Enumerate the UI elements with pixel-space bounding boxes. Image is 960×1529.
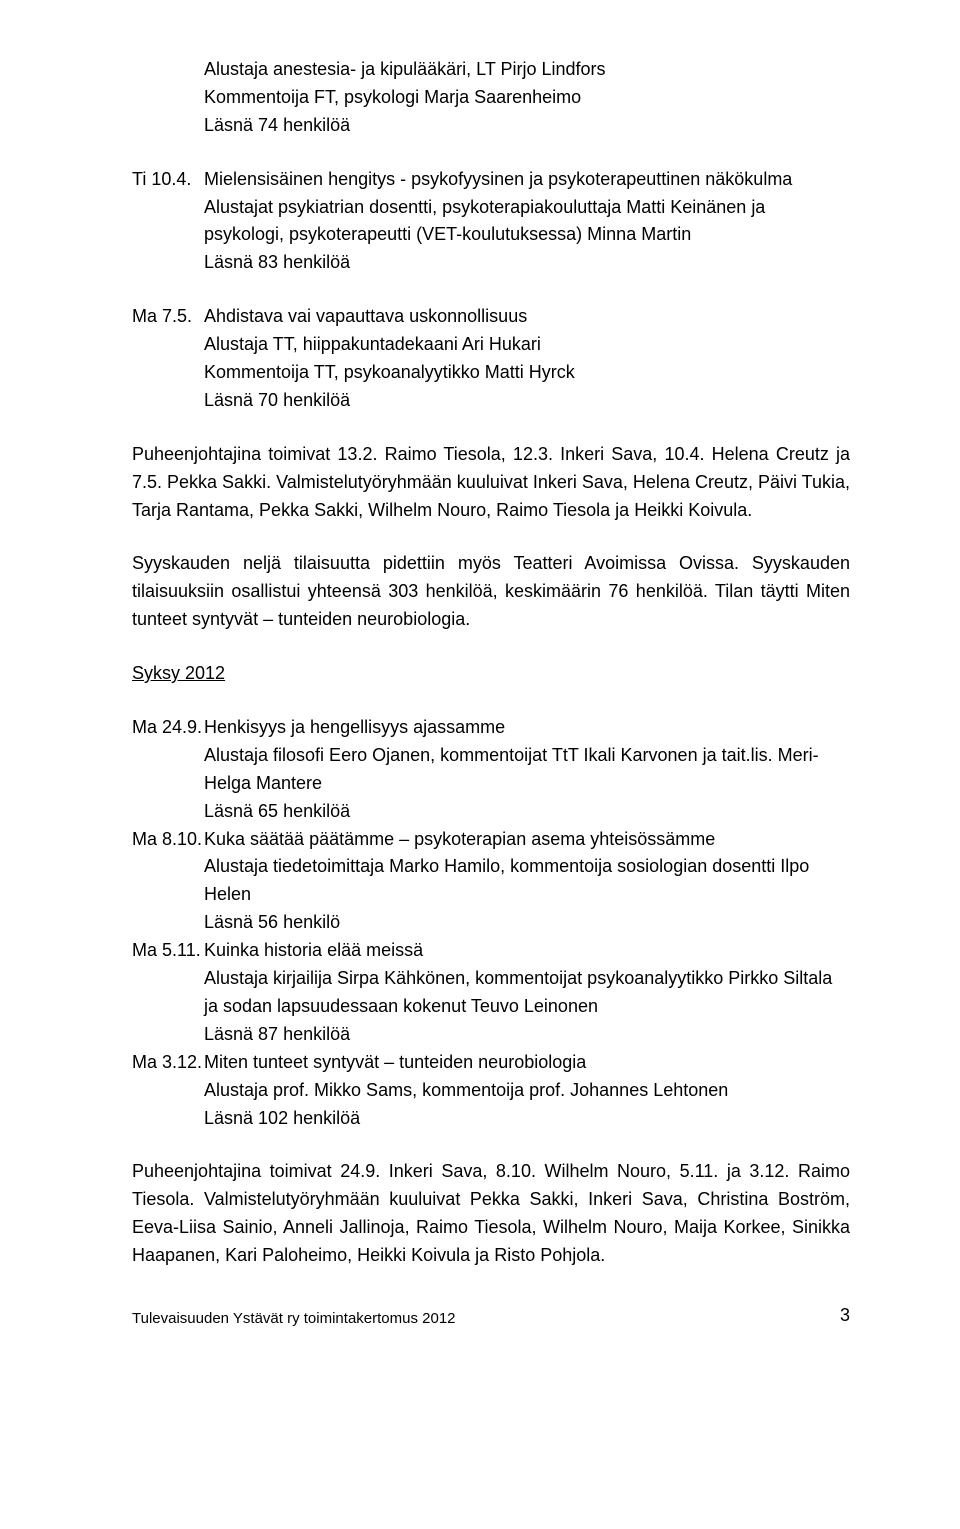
event-detail: Alustaja filosofi Eero Ojanen, kommentoi… — [204, 742, 850, 798]
event-date: Ma 7.5. — [132, 303, 204, 331]
event-date: Ma 8.10. — [132, 826, 204, 854]
event-detail: Läsnä 83 henkilöä — [204, 249, 850, 277]
body-text: Läsnä 74 henkilöä — [204, 112, 850, 140]
event-detail: Kommentoija TT, psykoanalyytikko Matti H… — [204, 359, 850, 387]
event-detail: Alustaja tiedetoimittaja Marko Hamilo, k… — [204, 853, 850, 909]
event-item: Ma 8.10. Kuka säätää päätämme – psykoter… — [132, 826, 850, 938]
event-item: Ma 5.11. Kuinka historia elää meissä Alu… — [132, 937, 850, 1049]
event-item: Ma 3.12. Miten tunteet syntyvät – tuntei… — [132, 1049, 850, 1133]
event-title: Kuinka historia elää meissä — [204, 937, 850, 965]
event-detail: Alustaja kirjailija Sirpa Kähkönen, komm… — [204, 965, 850, 1021]
paragraph: Syyskauden neljä tilaisuutta pidettiin m… — [132, 550, 850, 634]
season-heading: Syksy 2012 — [132, 660, 850, 688]
event-detail: Alustaja TT, hiippakuntadekaani Ari Huka… — [204, 331, 850, 359]
body-text: Kommentoija FT, psykologi Marja Saarenhe… — [204, 84, 850, 112]
top-continuation-block: Alustaja anestesia- ja kipulääkäri, LT P… — [132, 56, 850, 140]
event-detail: Läsnä 56 henkilö — [204, 909, 850, 937]
event-item: Ma 24.9. Henkisyys ja hengellisyys ajass… — [132, 714, 850, 826]
event-detail: Läsnä 87 henkilöä — [204, 1021, 850, 1049]
paragraph: Puheenjohtajina toimivat 24.9. Inkeri Sa… — [132, 1158, 850, 1270]
event-date: Ti 10.4. — [132, 166, 204, 194]
event-date: Ma 3.12. — [132, 1049, 204, 1077]
event-item: Ti 10.4. Mielensisäinen hengitys - psyko… — [132, 166, 850, 278]
event-title: Mielensisäinen hengitys - psykofyysinen … — [204, 166, 850, 194]
event-title: Ahdistava vai vapauttava uskonnollisuus — [204, 303, 850, 331]
event-detail: Alustajat psykiatrian dosentti, psykoter… — [204, 194, 850, 250]
event-title: Henkisyys ja hengellisyys ajassamme — [204, 714, 850, 742]
paragraph: Puheenjohtajina toimivat 13.2. Raimo Tie… — [132, 441, 850, 525]
footer-title: Tulevaisuuden Ystävät ry toimintakertomu… — [132, 1307, 456, 1330]
page-number: 3 — [840, 1302, 850, 1330]
event-date: Ma 24.9. — [132, 714, 204, 742]
event-title: Kuka säätää päätämme – psykoterapian ase… — [204, 826, 850, 854]
event-item: Ma 7.5. Ahdistava vai vapauttava uskonno… — [132, 303, 850, 415]
document-page: Alustaja anestesia- ja kipulääkäri, LT P… — [0, 0, 960, 1370]
event-detail: Alustaja prof. Mikko Sams, kommentoija p… — [204, 1077, 850, 1105]
event-detail: Läsnä 65 henkilöä — [204, 798, 850, 826]
body-text: Alustaja anestesia- ja kipulääkäri, LT P… — [204, 56, 850, 84]
footer: Tulevaisuuden Ystävät ry toimintakertomu… — [132, 1302, 850, 1330]
event-detail: Läsnä 102 henkilöä — [204, 1105, 850, 1133]
event-date: Ma 5.11. — [132, 937, 204, 965]
event-detail: Läsnä 70 henkilöä — [204, 387, 850, 415]
event-title: Miten tunteet syntyvät – tunteiden neuro… — [204, 1049, 850, 1077]
